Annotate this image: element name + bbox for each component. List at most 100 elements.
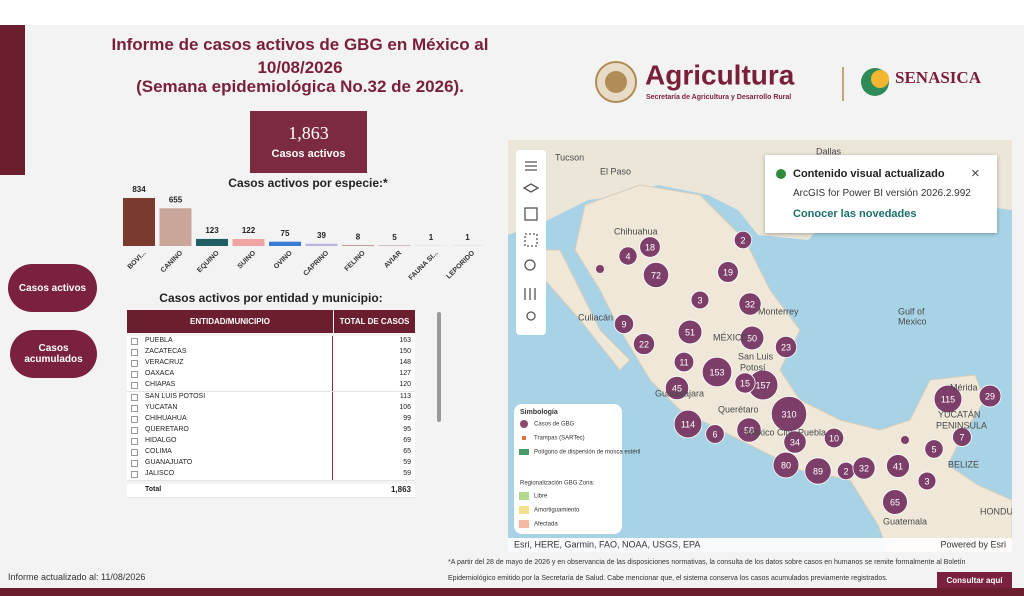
notification-title: Contenido visual actualizado — [793, 168, 945, 180]
case-bubble — [739, 325, 765, 351]
state-total: 120 — [399, 381, 411, 389]
active-cases-button[interactable]: Casos activos — [8, 264, 97, 312]
place-label: PENINSULA — [936, 420, 987, 430]
place-label: MÉXICO — [713, 332, 749, 342]
case-bubble — [738, 292, 762, 316]
bubble-label: 89 — [813, 466, 823, 476]
species-bar — [196, 238, 228, 246]
qr-icon[interactable] — [524, 207, 538, 221]
top-band — [0, 0, 1024, 25]
expand-icon — [131, 415, 138, 423]
place-label: El Paso — [600, 166, 631, 176]
expand-icon — [131, 426, 138, 434]
search-icon[interactable] — [524, 259, 536, 271]
state-name: CHIHUAHUA — [145, 414, 187, 422]
state-name: SAN LUIS POTOSI — [145, 392, 206, 400]
species-label: OVINO — [273, 249, 294, 270]
case-bubble — [952, 427, 972, 447]
species-value: 1 — [465, 233, 470, 242]
bubble-label: 22 — [639, 339, 649, 349]
success-icon — [776, 169, 786, 179]
select-icon[interactable] — [524, 233, 538, 247]
place-label: Mérida — [950, 382, 978, 392]
case-bubble — [783, 430, 807, 454]
powered-by: Powered by Esri — [940, 539, 1006, 549]
place-label: Guatemala — [883, 516, 927, 526]
total-row: Total 1,863 — [127, 484, 415, 499]
species-label: SUINO — [237, 249, 258, 270]
bubble-label: 2 — [740, 235, 745, 245]
column-divider — [332, 469, 333, 481]
legend-zone-title: Regionalización GBG Zona: — [520, 481, 595, 487]
bubble-label: 5 — [931, 444, 936, 454]
case-bubble — [673, 409, 703, 439]
place-label: Dallas — [816, 146, 842, 156]
place-label: Culiacán — [578, 312, 613, 322]
species-label: BOVI... — [127, 250, 148, 271]
brand: Agricultura — [645, 59, 795, 90]
legend-symbol — [522, 436, 526, 440]
scrollbar[interactable] — [437, 312, 441, 422]
species-label: FELINO — [344, 249, 367, 272]
legend-zone-swatch — [519, 520, 529, 528]
analytics-icon[interactable] — [524, 288, 536, 300]
bubble-label: 72 — [651, 270, 661, 280]
notification-link[interactable]: Conocer las novedades — [793, 208, 917, 220]
state-total: 148 — [399, 359, 411, 367]
legend-symbol — [519, 449, 529, 455]
place-label: San Luis — [738, 351, 774, 361]
table-header[interactable]: TOTAL DE CASOS — [334, 310, 415, 333]
state-name: YUCATAN — [145, 403, 178, 411]
baja-land — [537, 249, 631, 371]
menu-icon[interactable] — [525, 161, 537, 171]
brand-subtitle: Secretaría de Agricultura y Desarrollo R… — [646, 94, 791, 101]
bubble-label: 114 — [681, 419, 695, 429]
note-line: *A partir del 28 de mayo de 2026 y en ob… — [448, 559, 966, 566]
table-header[interactable]: ENTIDAD/MUNICIPIO — [127, 310, 333, 333]
case-bubble — [705, 424, 725, 444]
place-label: Guadalajara — [655, 388, 704, 398]
species-value: 655 — [169, 195, 183, 204]
case-bubble — [673, 351, 695, 373]
case-bubble — [690, 290, 710, 310]
column-divider — [332, 458, 333, 470]
expand-icon — [131, 382, 138, 390]
user-icon[interactable] — [526, 311, 536, 321]
column-divider — [332, 413, 333, 425]
bubble-label: 3 — [924, 476, 929, 486]
state-name: JALISCO — [145, 470, 175, 478]
bubble-label: 41 — [893, 461, 903, 471]
agency: SENASICA — [895, 68, 982, 87]
legend-symbol — [520, 420, 528, 428]
bubble-label: 11 — [679, 357, 688, 367]
case-bubble — [882, 489, 908, 515]
bottom-bar — [0, 588, 1024, 596]
case-bubble — [618, 246, 638, 266]
expand-icon — [131, 349, 138, 357]
species-label: CAPRINO — [302, 249, 330, 277]
bubble-label: 9 — [621, 319, 626, 329]
state-total: 95 — [403, 425, 411, 433]
species-value: 122 — [242, 226, 256, 235]
bubble-label: 51 — [685, 327, 695, 337]
case-dot — [901, 436, 909, 444]
report-title: Informe de casos activos de GBG en Méxic… — [111, 35, 489, 54]
bubble-label: 115 — [941, 394, 955, 404]
species-value: 5 — [392, 233, 397, 242]
case-bubble — [978, 384, 1002, 408]
expand-icon — [131, 404, 138, 412]
bubble-label: 6 — [712, 429, 717, 439]
bubble-label: 7 — [959, 432, 964, 442]
state-name: HIDALGO — [145, 436, 177, 444]
case-bubble — [852, 456, 876, 480]
bubble-label: 4 — [625, 251, 630, 261]
legend-title: Simbología — [520, 409, 558, 416]
layers-icon[interactable] — [522, 183, 540, 193]
consult-button[interactable]: Consultar aquí — [937, 572, 1012, 588]
case-bubble — [886, 454, 910, 478]
bubble-label: 58 — [744, 425, 754, 435]
close-button[interactable]: × — [971, 165, 980, 182]
state-name: COLIMA — [145, 448, 172, 455]
cumulative-cases-button[interactable]: Casos acumulados — [10, 330, 97, 378]
case-bubble — [736, 417, 762, 443]
